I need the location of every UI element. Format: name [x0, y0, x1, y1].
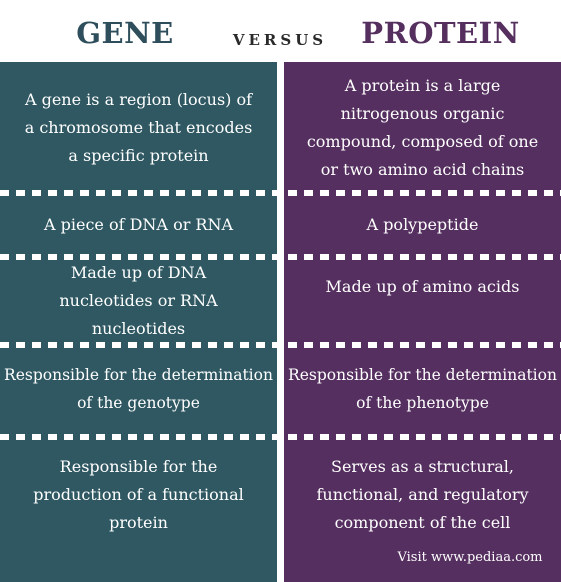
source-credit: Visit www.pediaa.com [397, 550, 543, 565]
protein-cell-4: Responsible for the determination of the… [288, 366, 557, 412]
protein-cell-5: Serves as a structural, functional, and … [316, 457, 529, 532]
gene-cell-3: Made up of DNA nucleotides or RNA nucleo… [59, 263, 218, 338]
gene-column [0, 62, 277, 582]
protein-title: PROTEIN [361, 16, 520, 50]
row-separator [0, 190, 561, 196]
protein-column [284, 62, 561, 582]
protein-cell-2: A polypeptide [366, 215, 479, 234]
gene-cell-5: Responsible for the production of a func… [33, 457, 244, 532]
gene-title: GENE [76, 16, 174, 50]
row-separator [0, 342, 561, 348]
header: GENE VERSUS PROTEIN [0, 0, 561, 62]
versus-label: VERSUS [232, 31, 328, 49]
protein-cell-3: Made up of amino acids [325, 277, 520, 296]
column-divider [277, 62, 284, 582]
gene-cell-2: A piece of DNA or RNA [43, 215, 234, 234]
gene-cell-1: A gene is a region (locus) of a chromoso… [24, 90, 253, 165]
row-separator [0, 254, 561, 260]
row-separator [0, 434, 561, 440]
gene-cell-4: Responsible for the determination of the… [4, 366, 273, 412]
protein-cell-1: A protein is a large nitrogenous organic… [306, 76, 539, 179]
